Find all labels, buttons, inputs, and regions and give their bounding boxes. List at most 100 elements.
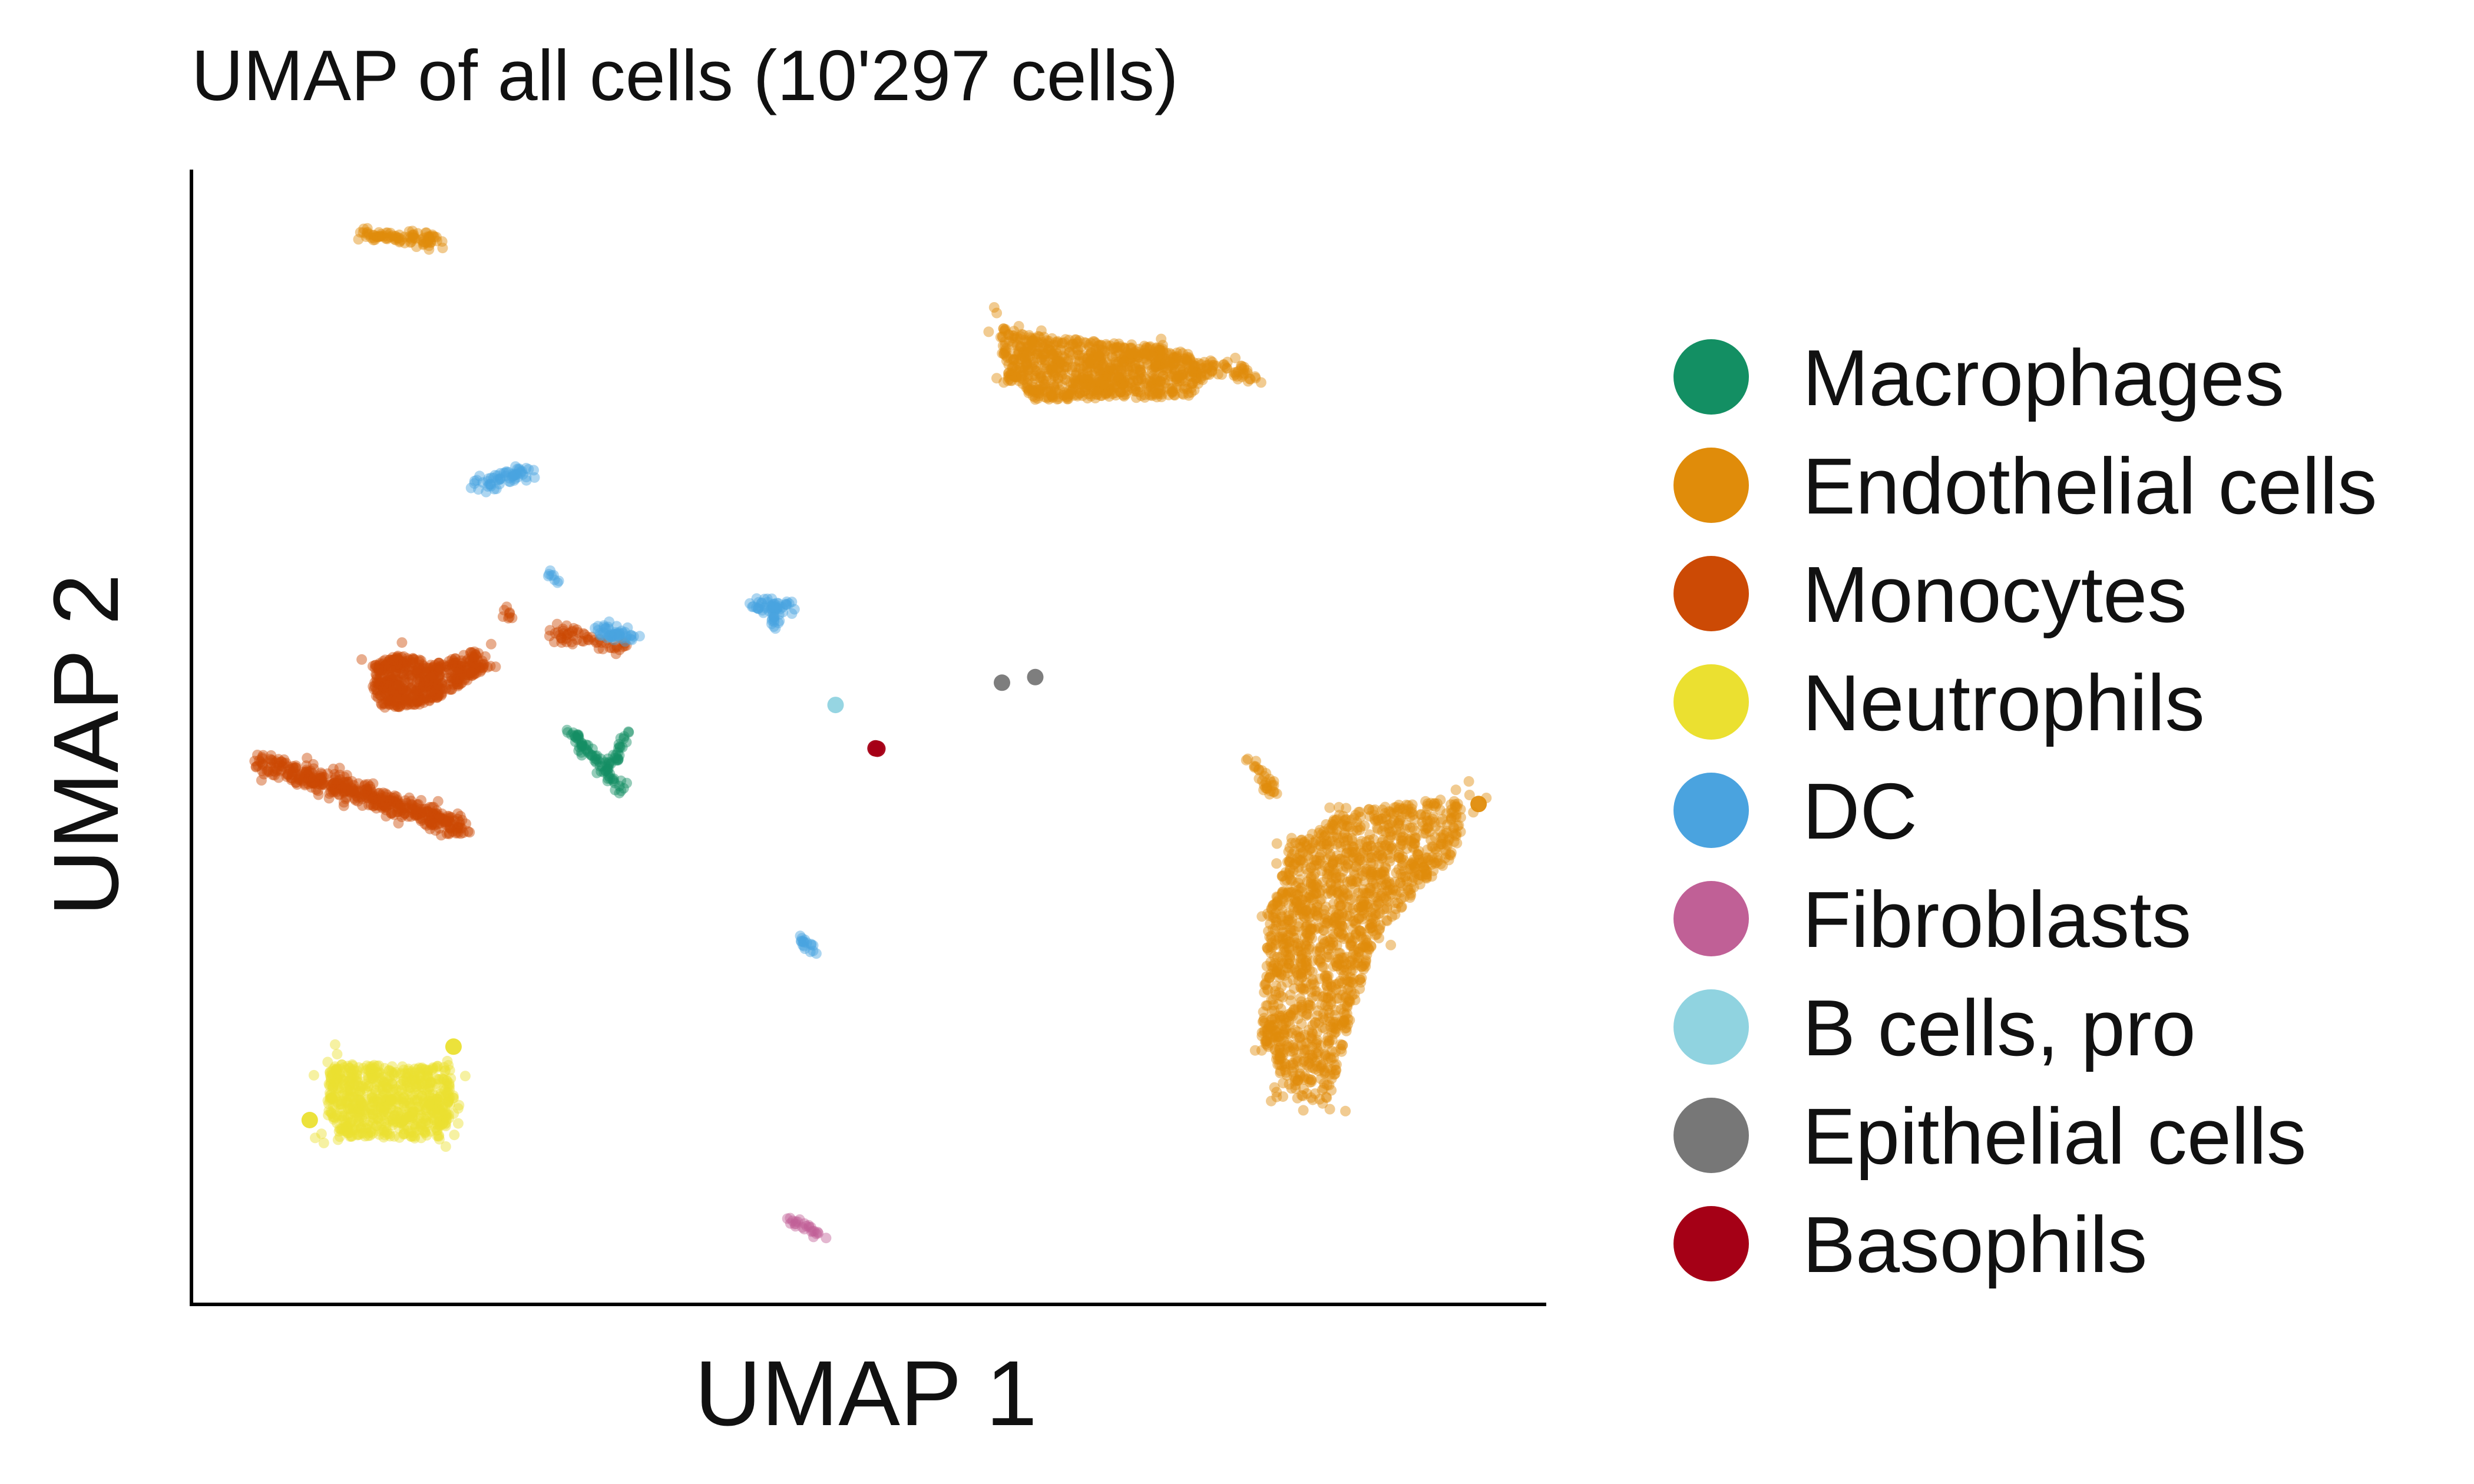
data-point: [1172, 373, 1183, 384]
data-point: [1120, 386, 1131, 398]
data-point: [1079, 385, 1090, 396]
data-point: [1018, 374, 1030, 385]
data-point: [387, 230, 398, 241]
data-point: [1149, 375, 1160, 385]
data-point: [1036, 325, 1047, 336]
data-point: [1157, 345, 1168, 356]
data-point: [589, 755, 600, 766]
data-point: [1269, 786, 1279, 797]
data-point: [1103, 379, 1114, 390]
data-point: [1139, 347, 1150, 359]
legend-marker: [1673, 339, 1749, 415]
data-point: [1014, 375, 1024, 386]
data-point: [1029, 337, 1040, 348]
data-point: [1397, 839, 1408, 850]
data-point: [1197, 375, 1208, 385]
data-point: [1324, 802, 1335, 813]
data-point: [1413, 849, 1424, 860]
data-point: [1016, 363, 1027, 373]
data-point: [1045, 345, 1056, 356]
data-point: [1067, 362, 1078, 373]
data-point: [1060, 369, 1071, 380]
legend-item: Basophils: [1673, 1200, 2147, 1289]
data-point: [1053, 363, 1064, 374]
data-point: [1153, 344, 1165, 356]
data-point: [1271, 965, 1282, 976]
data-point: [1122, 385, 1133, 396]
data-point: [1380, 827, 1391, 838]
data-point: [1077, 369, 1089, 379]
data-point: [503, 612, 514, 624]
data-point: [1084, 342, 1095, 353]
data-point: [1120, 347, 1132, 358]
data-point: [623, 727, 634, 738]
data-point: [1126, 352, 1137, 363]
data-point: [1202, 362, 1213, 373]
data-point: [416, 795, 426, 806]
data-point: [1168, 352, 1179, 363]
data-point: [1101, 370, 1112, 382]
data-point: [1025, 356, 1036, 367]
data-point: [1093, 340, 1104, 351]
data-point: [1346, 878, 1357, 889]
data-point: [1054, 384, 1065, 395]
data-point: [998, 349, 1010, 360]
data-point: [1018, 352, 1030, 363]
data-point: [1034, 372, 1046, 383]
data-point: [1065, 377, 1076, 388]
data-point: [1293, 938, 1304, 949]
data-point: [1189, 385, 1200, 396]
data-point: [1161, 347, 1172, 359]
data-point: [1167, 361, 1178, 372]
data-point: [1328, 1017, 1339, 1028]
data-point: [1311, 855, 1322, 866]
data-point: [1293, 903, 1304, 914]
data-point: [1382, 849, 1394, 860]
data-point: [1170, 364, 1181, 375]
data-point: [1319, 1049, 1331, 1060]
data-point: [416, 234, 427, 245]
data-point: [392, 232, 403, 243]
data-point: [454, 1099, 465, 1111]
data-point: [1292, 1052, 1303, 1064]
data-point: [1407, 822, 1418, 833]
data-point: [1333, 948, 1344, 959]
data-point: [1069, 375, 1080, 385]
data-point: [608, 776, 619, 786]
data-point: [394, 237, 405, 248]
data-point: [1238, 370, 1249, 380]
data-point: [1007, 362, 1018, 373]
legend-marker: [1673, 556, 1749, 631]
data-point: [579, 629, 590, 640]
data-point: [827, 697, 844, 714]
data-point: [1270, 935, 1281, 946]
data-point: [604, 757, 615, 768]
data-point: [1250, 373, 1261, 383]
data-point: [390, 230, 401, 241]
data-point: [1097, 349, 1108, 360]
data-point: [1167, 387, 1178, 398]
data-point: [1147, 379, 1158, 390]
data-point: [618, 731, 630, 742]
data-point: [1057, 337, 1068, 349]
data-point: [1266, 904, 1277, 915]
data-point: [1150, 373, 1161, 383]
data-point: [1093, 381, 1104, 392]
data-point: [1095, 355, 1106, 366]
data-point: [1150, 362, 1161, 373]
data-point: [1085, 381, 1096, 392]
data-point: [431, 231, 442, 243]
data-point: [1196, 359, 1207, 370]
data-point: [1028, 359, 1040, 370]
data-point: [1050, 385, 1061, 395]
data-point: [595, 753, 606, 764]
data-point: [431, 1118, 442, 1129]
data-point: [577, 740, 588, 751]
data-point: [1114, 347, 1125, 359]
data-point: [1120, 354, 1132, 365]
data-point: [1193, 357, 1204, 369]
data-point: [1116, 364, 1127, 375]
data-point: [1062, 356, 1073, 367]
data-point: [1000, 347, 1011, 358]
